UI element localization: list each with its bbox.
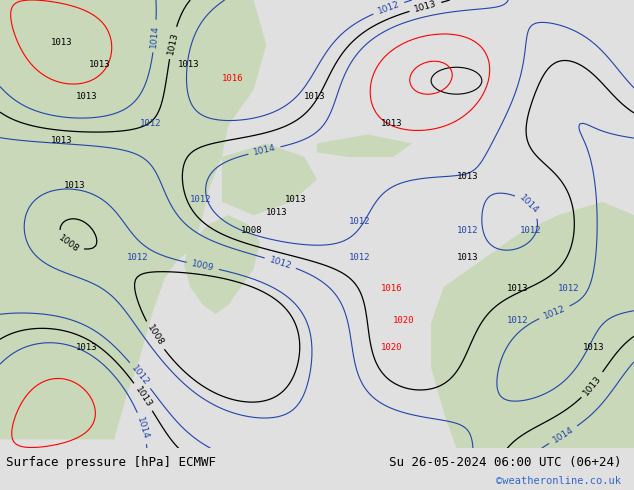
Text: 1013: 1013 — [285, 195, 307, 204]
Text: 1013: 1013 — [582, 373, 604, 397]
Text: 1012: 1012 — [127, 253, 148, 262]
Text: 1013: 1013 — [165, 30, 179, 55]
Text: 1012: 1012 — [190, 195, 212, 204]
Polygon shape — [222, 144, 317, 215]
Text: 1013: 1013 — [178, 60, 199, 69]
Text: 1012: 1012 — [349, 253, 370, 262]
Text: 1012: 1012 — [520, 226, 541, 235]
Text: 1012: 1012 — [139, 119, 161, 127]
Text: 1014: 1014 — [136, 416, 150, 441]
Text: 1013: 1013 — [583, 343, 605, 352]
Text: 1008: 1008 — [57, 233, 81, 254]
Polygon shape — [0, 0, 266, 440]
Text: 1016: 1016 — [222, 74, 243, 83]
Polygon shape — [342, 202, 634, 448]
Text: 1012: 1012 — [558, 284, 579, 294]
Text: 1013: 1013 — [76, 343, 98, 352]
Text: 1008: 1008 — [241, 226, 262, 235]
Polygon shape — [184, 215, 260, 314]
Text: 1020: 1020 — [393, 316, 415, 325]
Text: 1013: 1013 — [51, 137, 72, 146]
Text: 1012: 1012 — [542, 304, 567, 320]
Text: 1016: 1016 — [380, 284, 402, 294]
Text: 1013: 1013 — [63, 181, 85, 190]
Text: 1013: 1013 — [304, 92, 326, 100]
Text: 1012: 1012 — [377, 0, 401, 16]
Text: 1013: 1013 — [89, 60, 110, 69]
Text: 1014: 1014 — [551, 425, 575, 444]
Text: 1008: 1008 — [145, 323, 165, 348]
Text: 1012: 1012 — [349, 217, 370, 226]
Text: 1009: 1009 — [191, 259, 215, 273]
Text: 1013: 1013 — [413, 0, 437, 14]
Text: 1013: 1013 — [456, 253, 478, 262]
Polygon shape — [317, 135, 412, 157]
Text: Su 26-05-2024 06:00 UTC (06+24): Su 26-05-2024 06:00 UTC (06+24) — [389, 456, 621, 469]
Text: 1014: 1014 — [150, 24, 160, 48]
Text: 1013: 1013 — [380, 119, 402, 127]
Text: 1012: 1012 — [456, 226, 478, 235]
Text: 1020: 1020 — [380, 343, 402, 352]
Text: 1013: 1013 — [266, 208, 288, 217]
Text: 1013: 1013 — [76, 92, 98, 100]
Text: ©weatheronline.co.uk: ©weatheronline.co.uk — [496, 476, 621, 486]
Text: 1014: 1014 — [252, 144, 276, 157]
Text: 1012: 1012 — [507, 316, 529, 325]
Text: Surface pressure [hPa] ECMWF: Surface pressure [hPa] ECMWF — [6, 456, 216, 469]
Text: 1013: 1013 — [456, 172, 478, 181]
Text: 1013: 1013 — [507, 284, 529, 294]
Text: 1013: 1013 — [51, 38, 72, 47]
Text: 1012: 1012 — [268, 255, 293, 270]
Text: 1012: 1012 — [129, 364, 151, 387]
Text: 1013: 1013 — [133, 385, 153, 409]
Text: 1014: 1014 — [517, 194, 540, 216]
